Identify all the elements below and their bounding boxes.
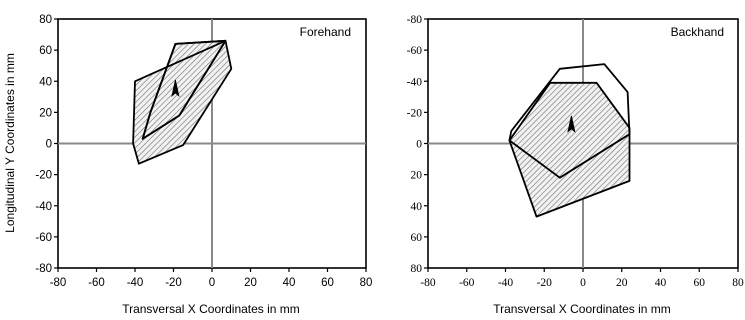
forehand-y-tick-label: -60 [35, 232, 52, 244]
forehand-y-tick-label: 80 [39, 14, 52, 26]
forehand-y-tick-label: -40 [35, 201, 52, 213]
forehand-arrow-marker [171, 79, 180, 98]
forehand-y-tick-label: -80 [35, 263, 52, 275]
forehand-x-tick-label: 60 [321, 277, 334, 289]
forehand-x-tick-label: 80 [360, 277, 373, 289]
right-x-axis-title: Transversal X Coordinates in mm [493, 302, 671, 316]
forehand-plot: -80 -60 -40 -20 0 20 40 60 80 -80 -60 -40 -20 0 20 40 60… [35, 14, 372, 289]
backhand-y-tick-label: 80 [411, 263, 423, 275]
backhand-y-tick-label: -80 [407, 14, 423, 26]
backhand-x-tick-label: -80 [420, 277, 436, 289]
forehand-x-tick-label: -80 [50, 277, 67, 289]
left-x-axis-title: Transversal X Coordinates in mm [122, 302, 300, 316]
forehand-hatched-region [132, 39, 233, 165]
backhand-x-tick-label: -60 [459, 277, 475, 289]
forehand-y-tick-label: 20 [39, 107, 52, 119]
backhand-y-tick-label: 40 [411, 201, 423, 213]
backhand-y-tick-label: -20 [407, 107, 423, 119]
backhand-x-tick-label: 40 [655, 277, 667, 289]
backhand-y-tick-label: 0 [416, 139, 422, 151]
forehand-x-tick-label: -20 [165, 277, 182, 289]
forehand-x-tick-label: 40 [283, 277, 296, 289]
forehand-outline-region [141, 39, 227, 140]
backhand-outline-region [508, 63, 631, 179]
backhand-panel-label: Backhand [671, 25, 724, 39]
backhand-x-tick-label: 80 [732, 277, 744, 289]
forehand-x-tick-label: -40 [127, 277, 144, 289]
forehand-panel-label: Forehand [300, 25, 351, 39]
backhand-x-tick-label: -20 [537, 277, 553, 289]
forehand-y-tick-label: 0 [46, 139, 52, 151]
backhand-y-tick-label: -60 [407, 45, 423, 57]
backhand-panel: Backhand Transversal X Coordinates in mm [493, 25, 724, 316]
backhand-y-tick-label: 60 [411, 232, 423, 244]
forehand-y-tick-label: 60 [39, 45, 52, 57]
backhand-x-tick-label: 60 [694, 277, 706, 289]
backhand-y-tick-label: 20 [411, 170, 423, 182]
backhand-arrow-marker [567, 115, 576, 133]
backhand-x-tick-label: -40 [498, 277, 514, 289]
backhand-x-tick-label: 20 [616, 277, 628, 289]
forehand-x-tick-label: 0 [209, 277, 215, 289]
left-y-axis-title: Longitudinal Y Coordinates in mm [3, 53, 17, 233]
forehand-x-tick-label: -60 [88, 277, 105, 289]
backhand-x-tick-label: 0 [580, 277, 586, 289]
forehand-x-tick-label: 20 [244, 277, 257, 289]
backhand-y-tick-label: -40 [407, 76, 423, 88]
backhand-hatched-region [508, 81, 631, 218]
forehand-panel: Forehand Transversal X Coordinates in mm… [3, 25, 351, 316]
forehand-y-tick-label: 40 [39, 76, 52, 88]
backhand-plot: -80 -60 -40 -20 0 20 40 60 80 80 60 40 20 0 -20 -40 -60 -… [407, 14, 744, 289]
forehand-y-tick-label: -20 [35, 170, 52, 182]
